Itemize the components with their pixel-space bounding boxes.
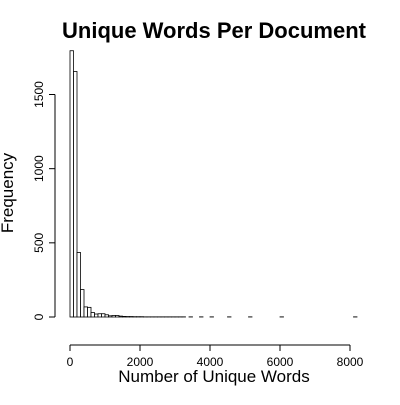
y-tick-label: 1000 [32,155,46,182]
x-axis: 0 2000 4000 6000 8000 [67,345,364,369]
histogram-bar [88,307,92,317]
y-axis: 0 500 1000 1500 [32,81,55,321]
histogram-bar [102,314,106,317]
histogram-bar [105,315,109,317]
histogram-bar [81,290,85,317]
histogram-bar [70,51,74,317]
y-tick-label: 500 [32,233,46,253]
histogram-bar [98,314,102,317]
histogram-bar [112,316,116,317]
histogram-bar [84,307,88,317]
histogram-bar [109,316,113,317]
histogram-bar [119,316,123,317]
x-axis-label: Number of Unique Words [118,367,310,386]
chart-title: Unique Words Per Document [62,18,367,43]
y-tick-label: 0 [32,313,46,320]
histogram-bar [123,316,127,317]
histogram-bar [77,252,81,317]
x-tick-label: 0 [67,355,74,369]
x-tick-label: 6000 [267,355,294,369]
histogram-bar [74,72,78,317]
x-tick-label: 2000 [127,355,154,369]
x-tick-label: 8000 [337,355,364,369]
x-tick-label: 4000 [197,355,224,369]
histogram-bars [70,51,357,317]
histogram-bar [91,313,95,317]
y-tick-label: 1500 [32,81,46,108]
y-axis-label: Frequency [0,152,17,233]
histogram-bar [95,314,99,317]
histogram-bar [116,316,120,317]
